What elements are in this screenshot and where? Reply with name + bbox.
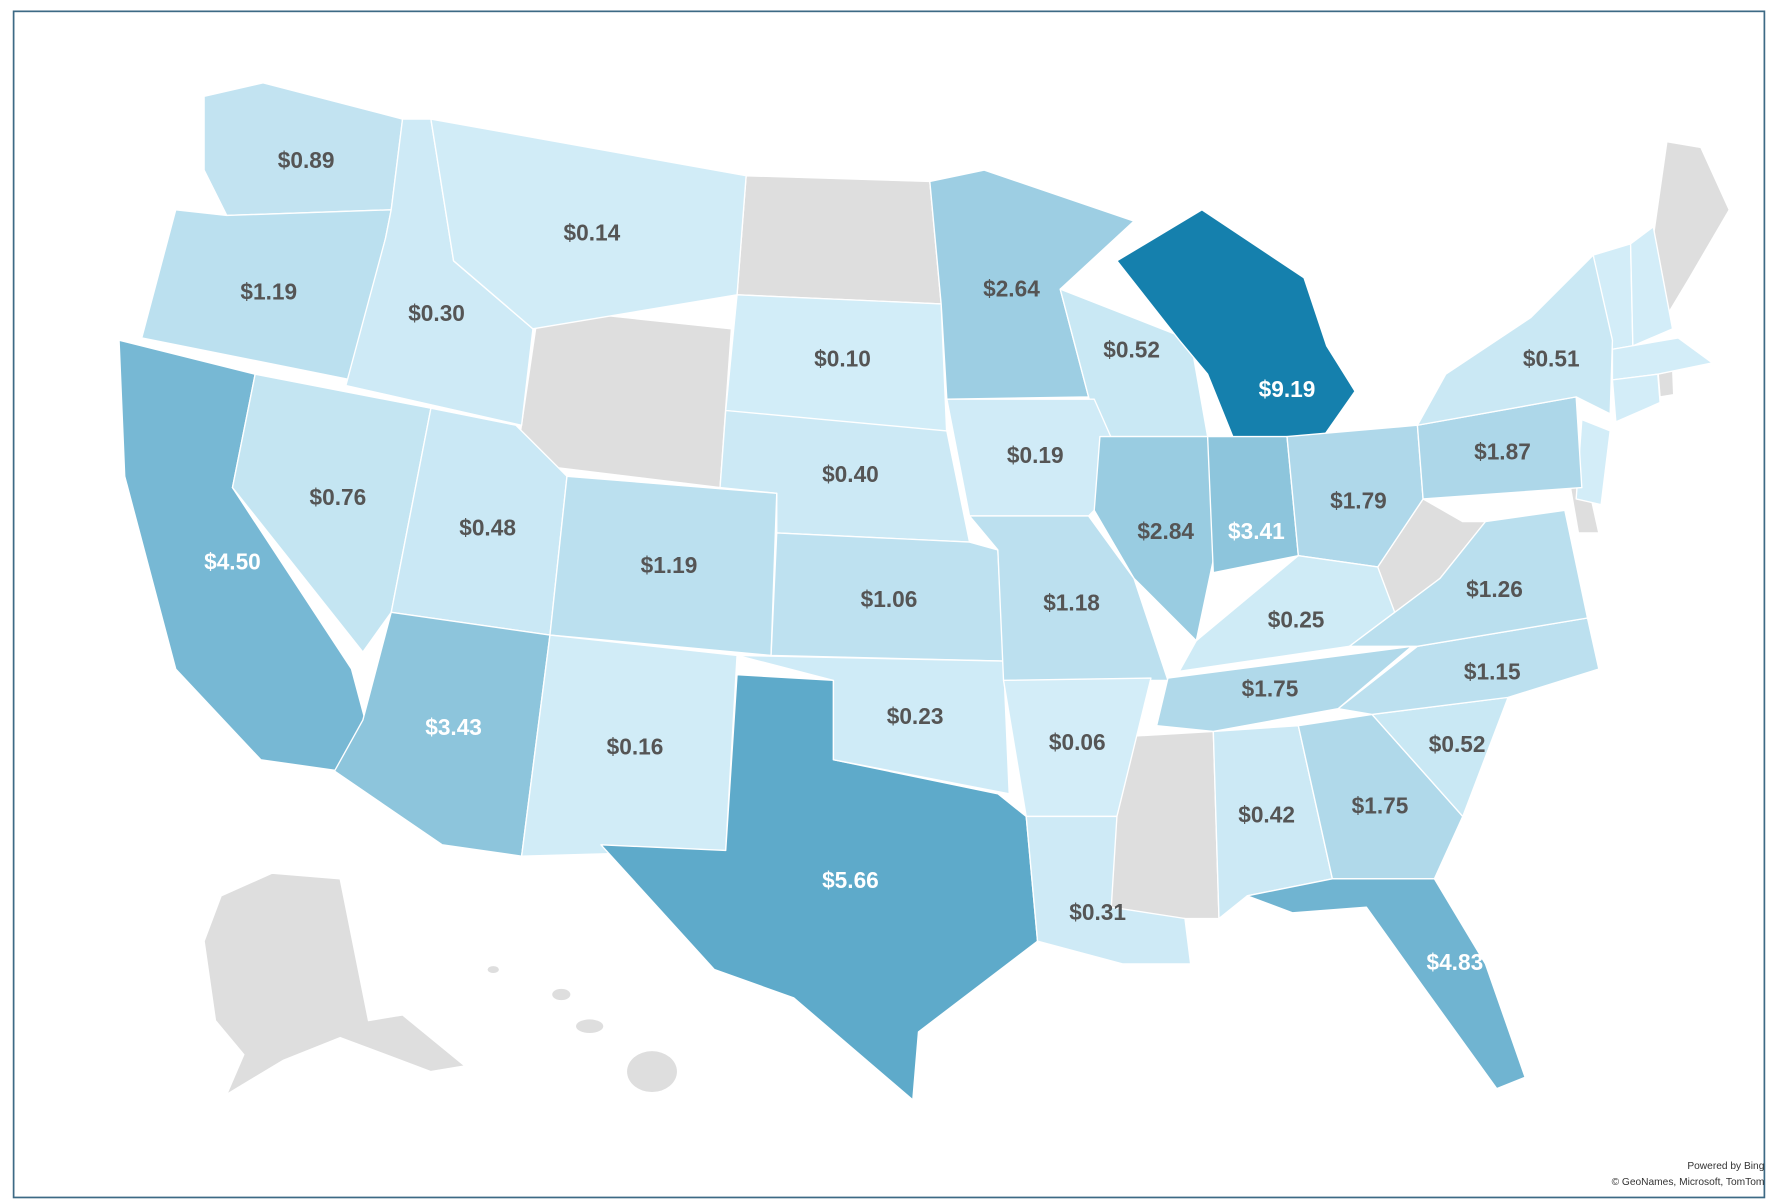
state [1246, 878, 1526, 1090]
state [430, 118, 747, 330]
value-label: $0.25 [1268, 606, 1325, 632]
value-label: $0.40 [822, 461, 879, 487]
state-unlabeled [1611, 373, 1661, 423]
value-label: $1.75 [1352, 792, 1409, 818]
state [1116, 209, 1356, 449]
state-no-data [552, 988, 571, 1001]
value-label: $0.76 [310, 484, 367, 510]
attribution: © GeoNames, Microsoft, TomTom [1612, 1177, 1765, 1188]
value-label: $0.52 [1429, 731, 1486, 757]
value-label: $0.52 [1103, 337, 1160, 363]
value-label: $0.10 [814, 346, 871, 372]
state [1155, 645, 1413, 733]
state [1416, 254, 1614, 426]
value-label: $4.50 [204, 549, 261, 575]
value-label: $3.43 [425, 714, 482, 740]
value-label: $3.41 [1228, 518, 1285, 544]
value-label: $4.83 [1426, 949, 1483, 975]
value-label: $0.06 [1049, 729, 1106, 755]
value-label: $0.14 [564, 220, 621, 246]
value-label: $1.19 [641, 552, 698, 578]
value-label: $0.23 [887, 703, 944, 729]
value-label: $1.19 [240, 279, 297, 305]
value-label: $0.42 [1238, 801, 1295, 827]
state-no-data [203, 872, 466, 1095]
state-unlabeled [1629, 226, 1674, 347]
value-label: $9.19 [1259, 376, 1316, 402]
state [736, 654, 1010, 795]
value-label: $2.64 [983, 275, 1040, 301]
value-label: $1.79 [1330, 487, 1387, 513]
state-no-data [576, 1019, 604, 1034]
state [1286, 424, 1424, 568]
value-label: $1.75 [1242, 676, 1299, 702]
value-label: $1.06 [861, 586, 918, 612]
state-no-data [487, 966, 499, 973]
value-label: $2.84 [1137, 518, 1194, 544]
state [1297, 713, 1464, 880]
state [1206, 435, 1300, 574]
value-label: $5.66 [822, 867, 879, 893]
value-label: $1.18 [1043, 589, 1100, 615]
value-labels: $0.89 $1.19 $0.30 $0.14 $0.10 $0.40 $2.64 $0.52… [204, 147, 1579, 975]
no-data-states [203, 141, 1730, 1095]
value-label: $0.16 [607, 733, 664, 759]
state-no-data [736, 175, 942, 305]
value-label: $1.15 [1464, 659, 1521, 685]
value-label: $1.26 [1466, 576, 1523, 602]
attribution: Powered by Bing [1687, 1161, 1764, 1172]
state-unlabeled [1611, 337, 1713, 381]
data-states [118, 82, 1614, 1101]
value-label: $0.51 [1523, 346, 1580, 372]
value-label: $0.19 [1007, 442, 1064, 468]
state-no-data [627, 1051, 677, 1093]
state [1348, 509, 1589, 648]
value-label: $0.30 [408, 300, 465, 326]
value-label: $0.48 [459, 515, 516, 541]
value-label: $0.31 [1069, 899, 1126, 925]
state [1025, 815, 1192, 965]
value-label: $1.87 [1474, 439, 1531, 465]
state [231, 373, 432, 653]
value-label: $0.89 [278, 147, 335, 173]
